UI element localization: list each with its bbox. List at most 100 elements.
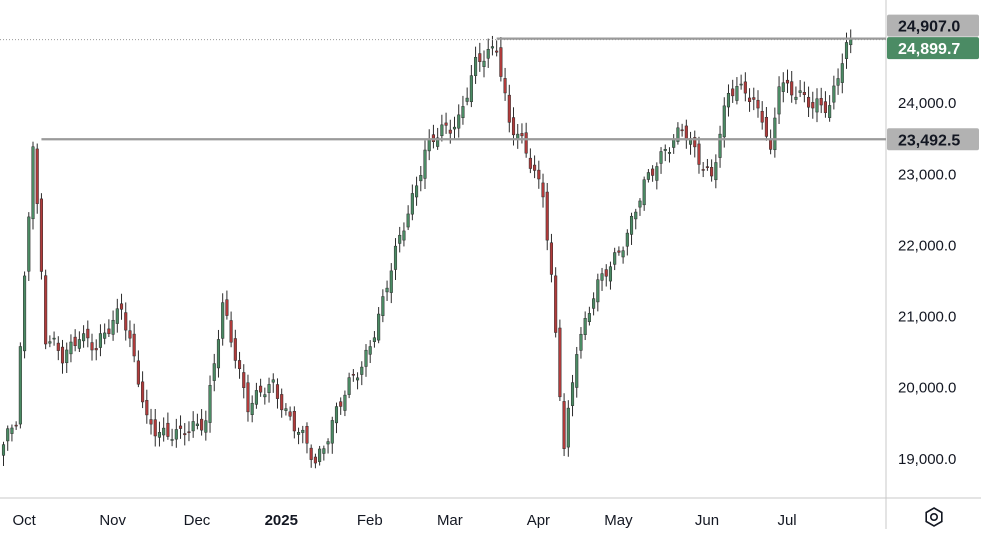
candle — [600, 267, 604, 291]
candle-body — [680, 129, 684, 132]
candle-body — [722, 105, 726, 138]
candle — [221, 293, 225, 346]
candle — [811, 91, 815, 119]
candle-body — [254, 390, 258, 405]
candle-body — [141, 381, 145, 403]
candle-body — [549, 242, 554, 275]
candle-body — [86, 328, 90, 339]
candle-body — [819, 98, 823, 106]
candle-body — [562, 401, 566, 449]
candle-body — [617, 250, 621, 253]
candle — [330, 416, 334, 454]
candle-body — [410, 193, 414, 215]
candles — [1, 29, 853, 469]
candle-body — [423, 149, 427, 179]
candle-body — [90, 342, 94, 351]
candle-body — [731, 88, 735, 97]
candle — [701, 162, 705, 178]
candle — [119, 293, 124, 320]
candle — [651, 165, 655, 182]
candle-body — [221, 302, 225, 339]
candle-body — [667, 152, 672, 154]
candle — [419, 166, 423, 192]
candle-body — [575, 354, 579, 388]
candle — [128, 320, 132, 348]
candle — [457, 104, 461, 138]
candle — [634, 208, 638, 230]
candle — [229, 311, 233, 348]
candle — [469, 64, 473, 108]
candle-body — [200, 418, 204, 431]
candle-body — [604, 269, 608, 277]
candle-body — [790, 81, 794, 96]
candle-body — [840, 63, 844, 83]
candle — [554, 267, 558, 338]
candle — [528, 148, 532, 174]
candle-body — [385, 287, 389, 293]
candle-body — [596, 279, 600, 303]
candle — [200, 409, 204, 436]
candle — [764, 106, 768, 141]
candle — [680, 123, 684, 137]
x-tick-label: Mar — [437, 512, 463, 529]
candle-body — [103, 332, 107, 339]
candle-body — [166, 422, 170, 437]
candle — [537, 160, 541, 189]
candle — [423, 140, 427, 189]
candle-body — [735, 86, 739, 101]
candle-body — [322, 448, 326, 454]
settings-button[interactable] — [925, 507, 943, 527]
candle-body — [178, 425, 183, 429]
candle — [465, 87, 469, 106]
candle-body — [533, 164, 537, 171]
candle — [377, 307, 381, 344]
candle — [31, 141, 35, 230]
candle — [570, 374, 575, 417]
candle — [157, 421, 162, 447]
candle-body — [823, 101, 827, 113]
candle — [718, 125, 722, 168]
y-tick-label: 22,000.0 — [898, 237, 956, 254]
candle-body — [642, 179, 646, 206]
candle-body — [646, 172, 650, 180]
candle — [60, 339, 65, 374]
candle — [520, 123, 524, 144]
candle-body — [474, 57, 478, 76]
candle-body — [111, 319, 115, 335]
candle — [6, 425, 10, 451]
candle-body — [69, 341, 73, 355]
x-tick-label: Apr — [527, 512, 550, 529]
candle-body — [587, 313, 591, 322]
candle-body — [259, 385, 263, 393]
candle — [777, 76, 781, 125]
candle-body — [10, 427, 14, 434]
candle-body — [764, 116, 768, 137]
candle — [77, 331, 81, 353]
candle-body — [98, 333, 102, 348]
candle — [545, 182, 549, 251]
candle — [461, 95, 465, 125]
candle-body — [743, 81, 747, 94]
candle — [819, 87, 823, 114]
candle-body — [756, 99, 760, 109]
candle — [604, 264, 608, 287]
candle-body — [436, 137, 440, 147]
candle — [587, 306, 591, 326]
candle — [760, 101, 764, 130]
candle-body — [490, 46, 494, 49]
candle — [815, 88, 819, 123]
candle-body — [482, 60, 486, 67]
candle — [10, 424, 14, 442]
candle-body — [174, 429, 178, 440]
candle — [579, 327, 583, 359]
candle-body — [60, 346, 65, 364]
candle — [613, 247, 617, 271]
candle — [246, 374, 250, 422]
candle-body — [229, 320, 233, 343]
x-axis: Oct Nov Dec 2025 Feb Mar Apr May Jun Jul — [12, 512, 796, 529]
candle-body — [183, 433, 187, 436]
candle-body — [351, 374, 355, 376]
candle-body — [162, 427, 166, 436]
candle — [178, 415, 183, 439]
badge-label: 23,492.5 — [898, 132, 960, 149]
